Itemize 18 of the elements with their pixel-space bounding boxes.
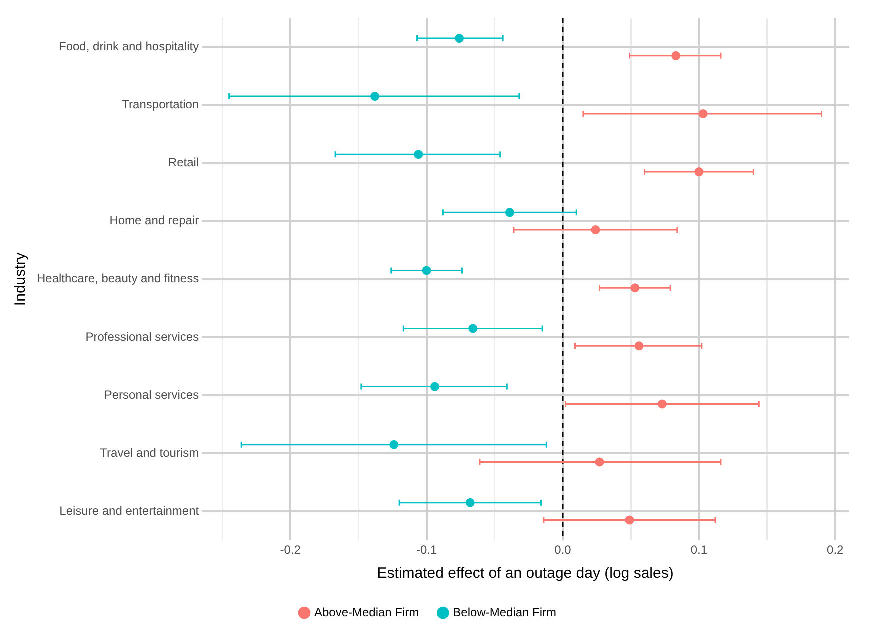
x-tick-label: 0.1 — [690, 543, 708, 558]
y-tick-label: Food, drink and hospitality — [59, 40, 200, 54]
y-tick-label: Transportation — [122, 98, 200, 112]
legend-label: Below-Median Firm — [453, 605, 557, 620]
x-tick-label: -0.2 — [280, 543, 302, 558]
y-tick-label: Travel and tourism — [100, 446, 200, 460]
y-tick-label: Personal services — [104, 388, 200, 402]
y-tick-label: Retail — [168, 156, 200, 170]
legend-label: Above-Median Firm — [314, 605, 420, 620]
y-tick-label: Home and repair — [110, 214, 200, 228]
y-tick-label: Leisure and entertainment — [60, 504, 200, 518]
x-tick-label: 0.2 — [827, 543, 844, 558]
x-tick-label: 0.0 — [554, 543, 572, 558]
y-tick-label: Healthcare, beauty and fitness — [36, 272, 200, 286]
x-tick-label: -0.1 — [416, 543, 438, 558]
y-axis-title: Industry — [12, 252, 30, 306]
y-tick-label: Professional services — [86, 330, 200, 344]
x-axis-title: Estimated effect of an outage day (log sales) — [377, 565, 674, 582]
